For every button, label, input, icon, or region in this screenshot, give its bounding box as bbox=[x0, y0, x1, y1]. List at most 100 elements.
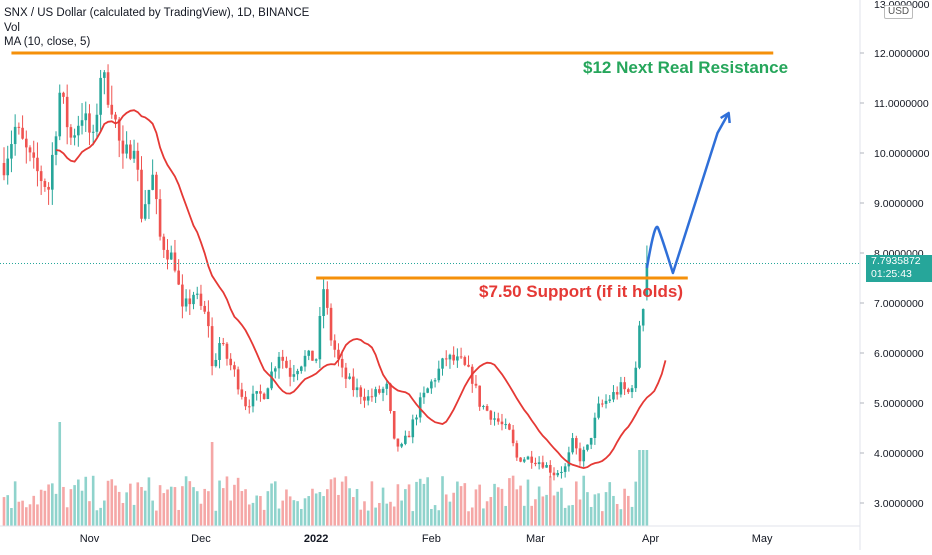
volume-bar bbox=[366, 510, 370, 526]
volume-bar bbox=[586, 492, 589, 526]
price-tick-label: 7.0000000 bbox=[874, 298, 924, 310]
candle-body bbox=[236, 369, 240, 390]
volume-bar bbox=[303, 498, 307, 526]
candle-body bbox=[155, 174, 158, 200]
candle-body bbox=[352, 376, 355, 391]
volume-bar bbox=[545, 494, 548, 526]
candle-body bbox=[73, 135, 76, 138]
volume-bar bbox=[407, 484, 411, 526]
price-tick-label: 10.0000000 bbox=[874, 148, 930, 160]
volume-bar bbox=[233, 484, 236, 526]
candle-body bbox=[322, 289, 325, 317]
current-price-tag: 7.7935872 01:25:43 bbox=[866, 255, 932, 282]
volume-bar bbox=[58, 422, 62, 526]
candle-body bbox=[251, 393, 255, 407]
volume-bar bbox=[259, 496, 262, 526]
candle-body bbox=[151, 174, 154, 190]
candle-body bbox=[634, 367, 638, 389]
volume-bar bbox=[51, 483, 54, 526]
candle-body bbox=[110, 104, 114, 115]
candle-body bbox=[604, 400, 608, 404]
volume-bar bbox=[277, 508, 281, 526]
candle-body bbox=[199, 293, 203, 306]
volume-bar bbox=[563, 507, 567, 526]
price-levels bbox=[0, 51, 860, 280]
candle-body bbox=[277, 356, 281, 369]
candle-body bbox=[597, 403, 600, 418]
candle-body bbox=[218, 343, 221, 360]
candle-body bbox=[288, 367, 292, 377]
candle-body bbox=[459, 356, 463, 358]
volume-bar bbox=[363, 501, 366, 526]
volume-bar bbox=[39, 489, 43, 526]
volume-bar bbox=[181, 486, 184, 526]
volume-bar bbox=[32, 495, 36, 526]
candles bbox=[2, 64, 649, 481]
volume-bar bbox=[329, 479, 333, 526]
volume-bar bbox=[285, 489, 288, 526]
volume-bar bbox=[199, 503, 203, 526]
currency-badge[interactable]: USD bbox=[884, 5, 914, 19]
candle-body bbox=[47, 186, 50, 190]
candle-body bbox=[493, 418, 496, 420]
volume-bar bbox=[601, 511, 604, 526]
volume-bar bbox=[552, 495, 556, 526]
candle-body bbox=[389, 383, 392, 412]
candle-body bbox=[292, 374, 296, 377]
candle-body bbox=[173, 252, 177, 271]
candle-body bbox=[560, 471, 563, 473]
volume-bar bbox=[195, 491, 199, 526]
candle-body bbox=[578, 448, 582, 462]
candle-body bbox=[181, 284, 184, 307]
candle-body bbox=[638, 325, 641, 368]
volume-bar bbox=[210, 442, 214, 526]
volume-bar bbox=[177, 509, 180, 526]
candle-body bbox=[593, 417, 597, 438]
volume-bar bbox=[221, 488, 225, 526]
volume-bar bbox=[244, 489, 247, 526]
volume-bar bbox=[482, 508, 485, 526]
volume-bar bbox=[255, 495, 259, 526]
candle-body bbox=[404, 435, 407, 444]
candle-body bbox=[125, 144, 128, 154]
volume-bar bbox=[389, 501, 392, 526]
ma-line bbox=[55, 109, 667, 470]
volume-bar bbox=[422, 483, 426, 526]
candle-body bbox=[195, 293, 199, 295]
candle-body bbox=[452, 354, 455, 361]
ma-legend: MA (10, close, 5) bbox=[4, 36, 91, 48]
candle-body bbox=[478, 385, 481, 407]
volume-bar bbox=[441, 476, 444, 526]
countdown-label: 01:25:43 bbox=[871, 268, 912, 280]
volume-bar bbox=[571, 504, 574, 526]
candle-body bbox=[84, 113, 88, 121]
candle-body bbox=[441, 358, 444, 369]
volume-bar bbox=[478, 484, 481, 526]
candle-body bbox=[641, 309, 645, 326]
volume-bar bbox=[47, 484, 50, 526]
candle-body bbox=[355, 387, 359, 391]
candle-body bbox=[556, 472, 560, 476]
volume-bar bbox=[623, 488, 626, 526]
candle-body bbox=[307, 350, 311, 356]
volume-bar bbox=[348, 488, 351, 526]
candle-body bbox=[508, 424, 511, 430]
candle-body bbox=[574, 438, 578, 449]
volume-bar bbox=[247, 504, 251, 526]
volume-bar bbox=[352, 497, 355, 526]
candle-body bbox=[589, 437, 593, 445]
candle-body bbox=[103, 72, 106, 78]
candle-body bbox=[255, 391, 259, 394]
volume-bar bbox=[530, 505, 534, 526]
time-tick-label: Dec bbox=[191, 533, 211, 545]
candle-body bbox=[143, 204, 147, 219]
volume-bar bbox=[311, 488, 314, 526]
price-tick-label: 5.0000000 bbox=[874, 398, 924, 410]
price-tick-label: 11.0000000 bbox=[874, 98, 929, 110]
volume-bar bbox=[318, 492, 322, 526]
candle-body bbox=[496, 418, 500, 422]
volume-bar bbox=[103, 500, 106, 526]
volume-bar bbox=[511, 475, 515, 526]
